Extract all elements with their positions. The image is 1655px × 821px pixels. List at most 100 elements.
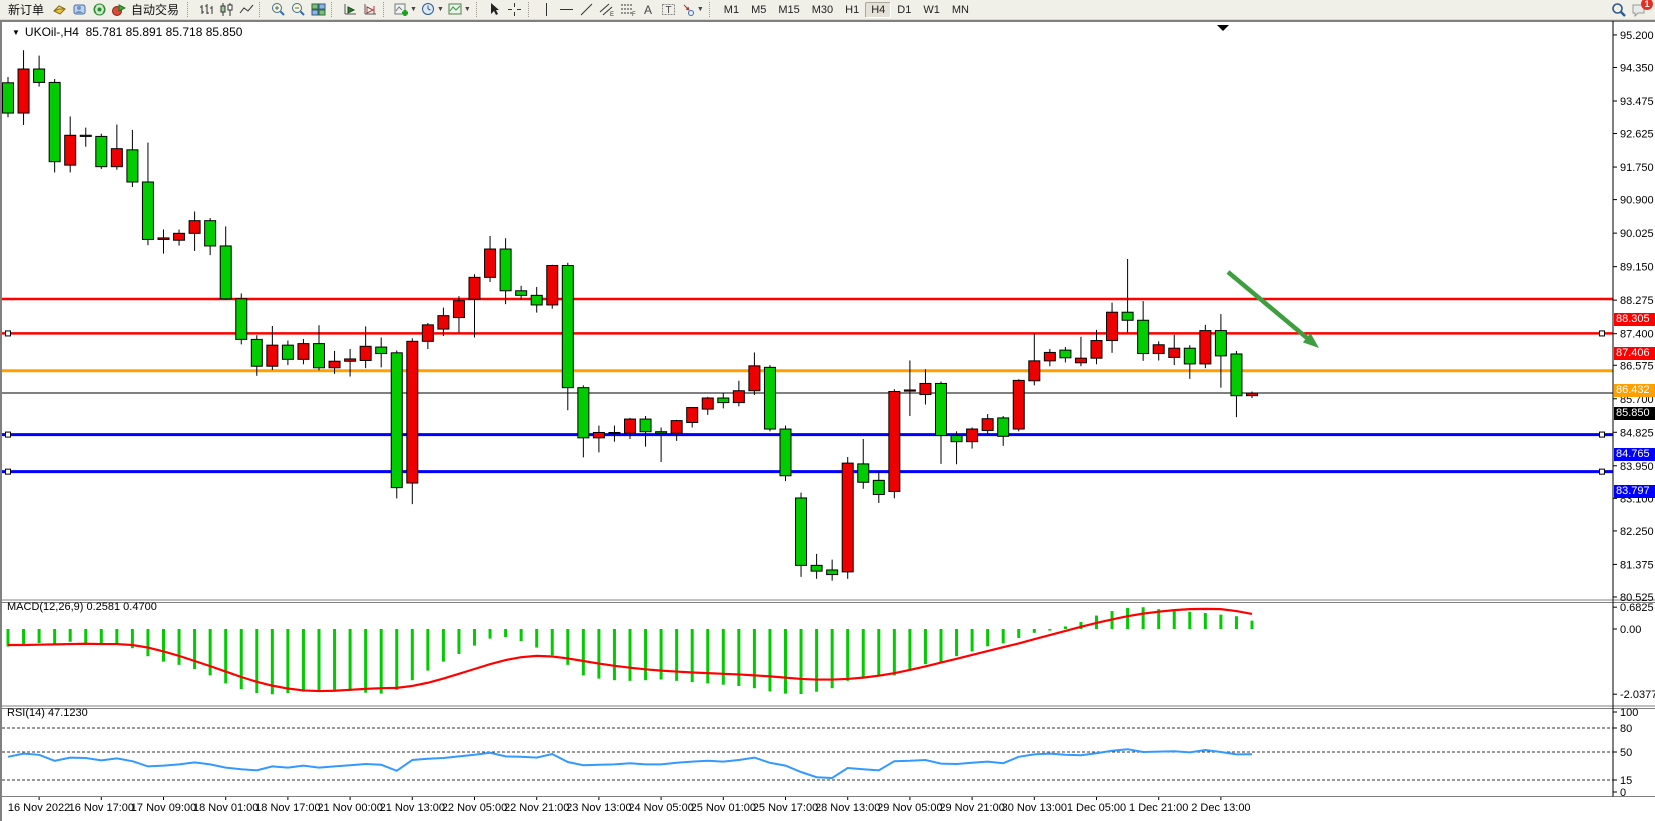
timeframe-d1[interactable]: D1 xyxy=(897,3,912,16)
price-tag-83.797: 83.797 xyxy=(1614,485,1655,499)
svg-text:A: A xyxy=(644,3,652,17)
tile-windows-button[interactable] xyxy=(309,1,327,19)
svg-text:21 Nov 00:00: 21 Nov 00:00 xyxy=(317,802,382,814)
cursor-button[interactable] xyxy=(486,1,504,19)
vertical-line-button[interactable] xyxy=(538,1,556,19)
candlestick-series xyxy=(2,50,1258,581)
timeframe-m1[interactable]: M1 xyxy=(723,3,740,16)
svg-text:25 Nov 17:00: 25 Nov 17:00 xyxy=(753,802,818,814)
svg-text:93.475: 93.475 xyxy=(1620,96,1654,108)
svg-text:29 Nov 05:00: 29 Nov 05:00 xyxy=(877,802,942,814)
annotation-arrow[interactable] xyxy=(1226,270,1319,348)
auto-scroll-button[interactable] xyxy=(341,1,359,19)
chart-ohlc-values: 85.781 85.891 85.718 85.850 xyxy=(85,25,243,39)
periods-clock-button[interactable]: ▼ xyxy=(420,1,445,19)
timeframe-w1[interactable]: W1 xyxy=(923,3,940,16)
separator xyxy=(527,2,534,17)
trendline-button[interactable] xyxy=(578,1,596,19)
svg-text:80: 80 xyxy=(1620,723,1632,735)
svg-text:89.150: 89.150 xyxy=(1620,262,1654,274)
svg-text:81.375: 81.375 xyxy=(1620,559,1654,571)
svg-text:25 Nov 01:00: 25 Nov 01:00 xyxy=(691,802,756,814)
equidistant-channel-button[interactable]: E xyxy=(598,1,617,19)
timeframe-m30[interactable]: M30 xyxy=(811,3,834,16)
search-icon[interactable] xyxy=(1610,1,1628,19)
price-axis[interactable]: 95.200 94.350 93.475 92.625 91.750 90.900 90.0… xyxy=(1612,21,1655,799)
timeframe-h4[interactable]: H4 xyxy=(865,1,892,18)
text-button[interactable]: A xyxy=(640,1,658,19)
svg-text:16 Nov 17:00: 16 Nov 17:00 xyxy=(69,802,134,814)
svg-text:23 Nov 13:00: 23 Nov 13:00 xyxy=(566,802,631,814)
candlestick-button[interactable] xyxy=(217,1,235,19)
separator xyxy=(475,2,482,17)
text-label-button[interactable]: T xyxy=(660,1,678,19)
bar-chart-button[interactable] xyxy=(197,1,215,19)
svg-text:0.6825: 0.6825 xyxy=(1620,602,1654,614)
notification-badge: 1 xyxy=(1641,0,1653,10)
macd-indicator-label: MACD(12,26,9) 0.2581 0.4700 xyxy=(7,601,157,613)
chevron-down-icon: ▼ xyxy=(410,6,417,13)
horizontal-line-button[interactable] xyxy=(558,1,576,19)
svg-text:82.250: 82.250 xyxy=(1620,526,1654,538)
svg-text:2 Dec 13:00: 2 Dec 13:00 xyxy=(1191,802,1250,814)
svg-text:87.400: 87.400 xyxy=(1620,329,1654,341)
accounts-icon[interactable] xyxy=(50,1,68,19)
svg-text:22 Nov 21:00: 22 Nov 21:00 xyxy=(504,802,569,814)
price-tag-87.406: 87.406 xyxy=(1614,346,1655,360)
chart-title: ▼ UKOil-,H4 85.781 85.891 85.718 85.850 xyxy=(12,25,242,39)
svg-text:50: 50 xyxy=(1620,747,1632,759)
auto-trading-label: 自动交易 xyxy=(131,3,180,17)
chart-window: 95.200 94.350 93.475 92.625 91.750 90.900 90.0… xyxy=(0,20,1655,821)
separator xyxy=(187,2,193,17)
price-tag-88.305: 88.305 xyxy=(1614,312,1655,326)
svg-text:0: 0 xyxy=(1620,787,1626,799)
new-order-label: 新订单 xyxy=(8,3,45,17)
timeframe-mn[interactable]: MN xyxy=(951,3,969,16)
signals-icon[interactable] xyxy=(90,1,108,19)
chart-shift-button[interactable] xyxy=(361,1,379,19)
arrows-shapes-button[interactable]: ▼ xyxy=(680,1,705,19)
timeframe-m15[interactable]: M15 xyxy=(778,3,800,16)
toolbar: 新订单 自动交易 xyxy=(0,0,1655,20)
svg-text:100: 100 xyxy=(1620,707,1638,719)
svg-text:18 Nov 17:00: 18 Nov 17:00 xyxy=(255,802,320,814)
svg-text:22 Nov 05:00: 22 Nov 05:00 xyxy=(442,802,507,814)
chart-symbol-period: UKOil-,H4 xyxy=(24,25,79,39)
svg-text:88.275: 88.275 xyxy=(1620,295,1654,307)
horizontal-level-lines[interactable] xyxy=(2,297,1613,475)
chart-menu-arrow-icon[interactable]: ▼ xyxy=(12,28,20,37)
chevron-down-icon: ▼ xyxy=(696,6,704,13)
chevron-down-icon: ▼ xyxy=(463,6,471,13)
separator xyxy=(259,2,265,17)
line-chart-button[interactable] xyxy=(237,1,255,19)
new-order-button[interactable]: 新订单 xyxy=(4,1,48,19)
auto-trading-button[interactable]: 自动交易 xyxy=(110,1,183,19)
svg-text:86.575: 86.575 xyxy=(1620,360,1654,372)
crosshair-button[interactable] xyxy=(506,1,524,19)
timeframe-bar: M1 M5 M15 M30 H1 H4 D1 W1 MN xyxy=(718,1,975,18)
main-pane xyxy=(1,21,1655,821)
timeframe-m5[interactable]: M5 xyxy=(751,3,767,16)
zoom-out-button[interactable] xyxy=(289,1,307,19)
add-indicator-button[interactable]: ▼ xyxy=(393,1,418,19)
notifications-button[interactable]: 1 xyxy=(1630,0,1653,19)
svg-text:29 Nov 21:00: 29 Nov 21:00 xyxy=(939,802,1004,814)
svg-text:80.525: 80.525 xyxy=(1620,592,1654,604)
chart-templates-button[interactable]: ▼ xyxy=(447,1,472,19)
chart-canvas[interactable]: 95.200 94.350 93.475 92.625 91.750 90.900 90.0… xyxy=(1,21,1655,821)
rsi-indicator-label: RSI(14) 47.1230 xyxy=(7,707,88,719)
svg-text:1 Dec 21:00: 1 Dec 21:00 xyxy=(1129,802,1188,814)
price-tag-86.432: 86.432 xyxy=(1614,384,1655,398)
svg-text:83.950: 83.950 xyxy=(1620,461,1654,473)
chevron-down-icon: ▼ xyxy=(436,6,444,13)
fibonacci-button[interactable]: F xyxy=(619,1,638,19)
svg-text:30 Nov 13:00: 30 Nov 13:00 xyxy=(1002,802,1067,814)
timeframe-h1[interactable]: H1 xyxy=(845,3,860,16)
zoom-in-button[interactable] xyxy=(269,1,287,19)
separator xyxy=(708,2,715,17)
svg-text:90.900: 90.900 xyxy=(1620,195,1654,207)
rsi-pane xyxy=(2,727,1613,781)
svg-text:16 Nov 2022: 16 Nov 2022 xyxy=(8,802,70,814)
publisher-icon[interactable] xyxy=(70,1,88,19)
